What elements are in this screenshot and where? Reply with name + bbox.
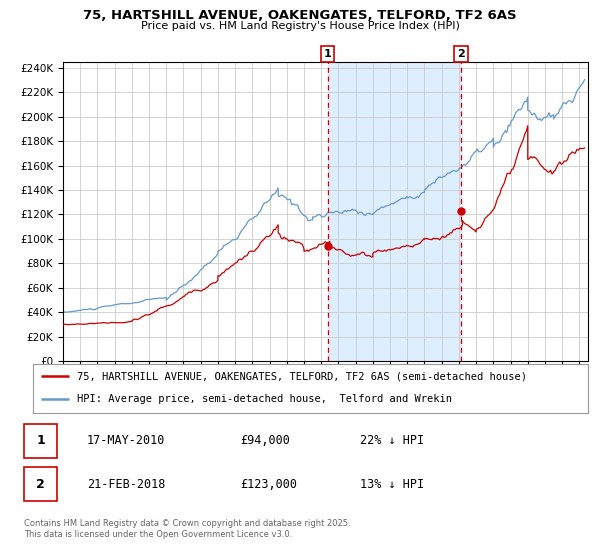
- Text: £94,000: £94,000: [240, 435, 290, 447]
- Bar: [328, 62, 461, 361]
- Text: 13% ↓ HPI: 13% ↓ HPI: [360, 478, 424, 491]
- Text: 75, HARTSHILL AVENUE, OAKENGATES, TELFORD, TF2 6AS: 75, HARTSHILL AVENUE, OAKENGATES, TELFOR…: [83, 9, 517, 22]
- FancyBboxPatch shape: [24, 467, 57, 501]
- Text: 22% ↓ HPI: 22% ↓ HPI: [360, 435, 424, 447]
- Text: 1: 1: [36, 435, 45, 447]
- Text: Contains HM Land Registry data © Crown copyright and database right 2025.
This d: Contains HM Land Registry data © Crown c…: [24, 519, 350, 539]
- Text: 75, HARTSHILL AVENUE, OAKENGATES, TELFORD, TF2 6AS (semi-detached house): 75, HARTSHILL AVENUE, OAKENGATES, TELFOR…: [77, 371, 527, 381]
- Text: 1: 1: [324, 49, 332, 59]
- Text: 21-FEB-2018: 21-FEB-2018: [87, 478, 166, 491]
- Text: Price paid vs. HM Land Registry's House Price Index (HPI): Price paid vs. HM Land Registry's House …: [140, 21, 460, 31]
- Text: 2: 2: [36, 478, 45, 491]
- Text: £123,000: £123,000: [240, 478, 297, 491]
- FancyBboxPatch shape: [24, 424, 57, 458]
- Text: HPI: Average price, semi-detached house,  Telford and Wrekin: HPI: Average price, semi-detached house,…: [77, 394, 452, 404]
- Text: 17-MAY-2010: 17-MAY-2010: [87, 435, 166, 447]
- Text: 2: 2: [457, 49, 465, 59]
